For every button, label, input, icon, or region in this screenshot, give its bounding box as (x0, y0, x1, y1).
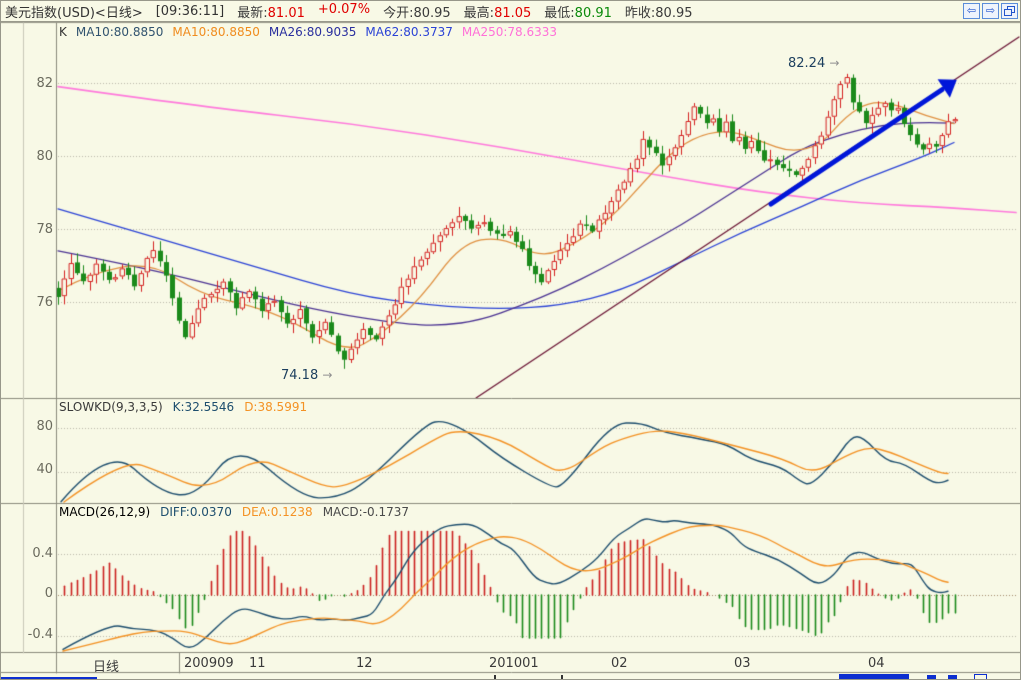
taskbar-fragment (1, 677, 97, 679)
slowkd-legend: SLOWKD(9,3,3,5) K:32.5546 D:38.5991 (59, 400, 307, 414)
y-axis-label: 78 (36, 222, 53, 237)
date-label-200909: 200909 (184, 656, 234, 671)
legend-ma-item-1: MA10:80.8850 (172, 25, 260, 39)
y-axis-label: 80 (36, 419, 53, 434)
quote-field-0: 最新:81.01 (237, 5, 305, 21)
restore-button[interactable] (1001, 3, 1018, 19)
forward-button[interactable]: ⇨ (982, 3, 999, 19)
macd-legend: MACD(26,12,9) DIFF:0.0370 DEA:0.1238 MAC… (59, 505, 409, 519)
date-label-02: 02 (611, 656, 628, 671)
date-label-03: 03 (734, 656, 751, 671)
quote-field-3: 最高:81.05 (463, 5, 532, 21)
period-cell-label: 日线 (93, 660, 120, 675)
quote-title-bar: 美元指数(USD)<日线> [09:36:11] 最新:81.01 +0.07% 今… (1, 1, 1020, 22)
legend-ma-item-2: MA26:80.9035 (268, 25, 357, 39)
window-buttons: ⇦ ⇨ (963, 3, 1018, 19)
y-axis-label: 76 (36, 295, 53, 310)
quote-field-5: 昨收:80.95 (624, 5, 693, 21)
quote-fields: 最新:81.01 +0.07% 今开:80.95 最高:81.05 最低:80.91 昨收… (237, 2, 692, 21)
slowkd-params: SLOWKD(9,3,3,5) (59, 400, 163, 414)
y-axis-label: 0.4 (32, 546, 53, 561)
quote-field-2: 今开:80.95 (383, 5, 451, 21)
macd-params: MACD(26,12,9) (59, 505, 151, 519)
date-label-12: 12 (356, 656, 373, 671)
y-axis-label: -0.4 (27, 627, 53, 642)
y-axis-label: 82 (36, 76, 53, 91)
y-axis-label: 40 (36, 462, 53, 477)
instrument-title: 美元指数(USD)<日线> (5, 5, 143, 21)
quote-field-1: +0.07% (317, 1, 371, 17)
legend-k-label: K (59, 25, 67, 39)
y-axis-label: 0 (44, 586, 53, 601)
slowkd-d-value: D:38.5991 (244, 400, 308, 414)
slowkd-k-value: K:32.5546 (172, 400, 235, 414)
ma-legend: K MA10:80.8850 MA10:80.8850 MA26:80.9035 MA6… (59, 25, 557, 39)
taskbar-fragment (561, 675, 563, 679)
macd-diff-value: DIFF:0.0370 (160, 505, 232, 519)
quote-field-4: 最低:80.91 (544, 5, 612, 21)
date-label-201001: 201001 (489, 656, 539, 671)
annotation-arrow-icon: → (322, 368, 333, 382)
price-annotation-74.18[interactable]: 74.18 → (281, 368, 333, 383)
legend-ma-item-4: MA250:78.6333 (461, 25, 558, 39)
annotation-arrow-icon: → (829, 56, 840, 70)
taskbar-fragment (927, 675, 936, 679)
quote-time: [09:36:11] (155, 3, 225, 19)
date-label-11: 11 (249, 656, 266, 671)
price-annotation-82.24[interactable]: 82.24 → (788, 56, 840, 71)
legend-ma-item-3: MA62:80.3737 (365, 25, 453, 39)
taskbar-fragment (974, 674, 987, 679)
taskbar-fragment (839, 674, 909, 679)
back-button[interactable]: ⇦ (963, 3, 980, 19)
taskbar-fragment (494, 675, 496, 679)
macd-dea-value: DEA:0.1238 (241, 505, 313, 519)
macd-macd-value: MACD:-0.1737 (322, 505, 410, 519)
legend-ma-item-0: MA10:80.8850 (75, 25, 164, 39)
taskbar-fragment (948, 675, 957, 679)
y-axis-label: 80 (36, 149, 53, 164)
restore-window-icon (1004, 5, 1015, 16)
date-label-04: 04 (868, 656, 885, 671)
